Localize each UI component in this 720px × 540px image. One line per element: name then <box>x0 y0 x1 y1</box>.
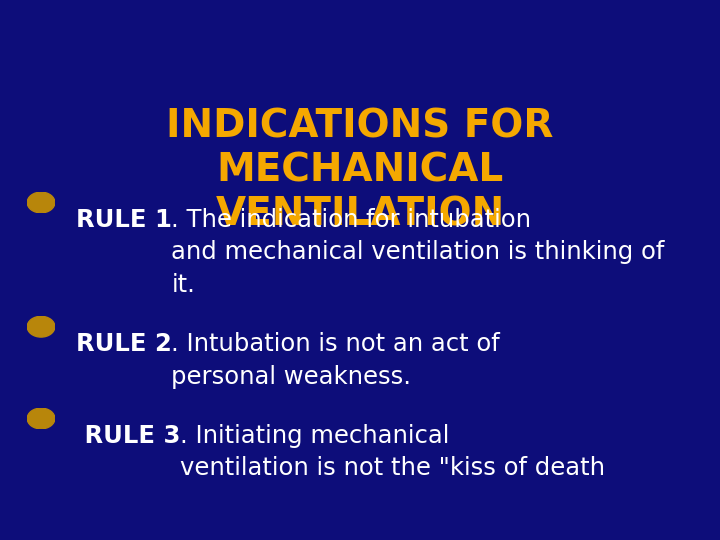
Text: INDICATIONS FOR
MECHANICAL
VENTILATION: INDICATIONS FOR MECHANICAL VENTILATION <box>166 108 554 234</box>
Circle shape <box>27 316 55 337</box>
Text: . Intubation is not an act of
personal weakness.: . Intubation is not an act of personal w… <box>171 332 500 389</box>
Circle shape <box>27 192 55 213</box>
Text: . The indication for intubation
and mechanical ventilation is thinking of
it.: . The indication for intubation and mech… <box>171 208 665 297</box>
Text: . Initiating mechanical
ventilation is not the "kiss of death: . Initiating mechanical ventilation is n… <box>180 424 605 481</box>
Circle shape <box>27 408 55 429</box>
Text: RULE 3: RULE 3 <box>76 424 180 448</box>
Text: RULE 1: RULE 1 <box>76 208 171 232</box>
Text: RULE 2: RULE 2 <box>76 332 171 356</box>
